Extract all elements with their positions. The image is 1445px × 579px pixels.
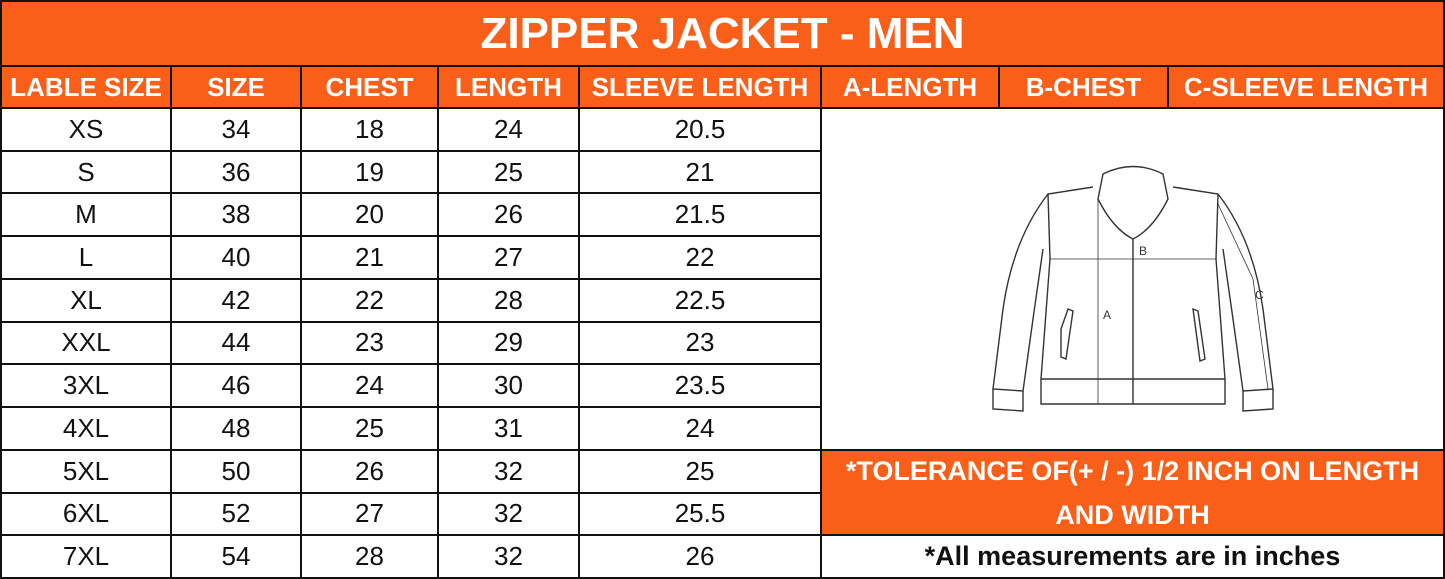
label-b: B <box>1139 244 1147 258</box>
cell-sleeve-length: 23 <box>580 322 820 364</box>
cell-label-size: XL <box>2 279 170 321</box>
cell-size: 44 <box>172 322 300 364</box>
header-sleeve-length: SLEEVE LENGTH <box>580 67 820 107</box>
cell-chest: 18 <box>302 109 437 150</box>
header-b-chest: B-CHEST <box>1000 67 1167 107</box>
cell-sleeve-length: 21 <box>580 151 820 193</box>
label-a: A <box>1103 308 1111 322</box>
cell-chest: 27 <box>302 493 437 535</box>
cell-sleeve-length: 26 <box>580 536 820 577</box>
cell-size: 38 <box>172 194 300 236</box>
cell-label-size: 6XL <box>2 493 170 535</box>
cell-size: 50 <box>172 450 300 492</box>
cell-size: 46 <box>172 365 300 407</box>
cell-chest: 26 <box>302 450 437 492</box>
cell-length: 24 <box>439 109 578 150</box>
cell-label-size: 3XL <box>2 365 170 407</box>
cell-chest: 21 <box>302 237 437 278</box>
cell-size: 42 <box>172 279 300 321</box>
cell-length: 27 <box>439 237 578 278</box>
cell-length: 25 <box>439 151 578 193</box>
header-chest: CHEST <box>302 67 437 107</box>
cell-length: 32 <box>439 493 578 535</box>
cell-sleeve-length: 21.5 <box>580 194 820 236</box>
cell-length: 28 <box>439 279 578 321</box>
cell-sleeve-length: 22.5 <box>580 279 820 321</box>
cell-length: 29 <box>439 322 578 364</box>
measurement-note: *All measurements are in inches <box>822 536 1443 577</box>
cell-label-size: XXL <box>2 322 170 364</box>
cell-size: 34 <box>172 109 300 150</box>
cell-length: 26 <box>439 194 578 236</box>
cell-sleeve-length: 22 <box>580 237 820 278</box>
cell-length: 32 <box>439 450 578 492</box>
cell-size: 40 <box>172 237 300 278</box>
chart-title: ZIPPER JACKET - MEN <box>2 2 1443 65</box>
cell-label-size: M <box>2 194 170 236</box>
cell-sleeve-length: 25 <box>580 450 820 492</box>
cell-label-size: 5XL <box>2 450 170 492</box>
cell-label-size: S <box>2 151 170 193</box>
cell-chest: 20 <box>302 194 437 236</box>
header-c-sleeve-length: C-SLEEVE LENGTH <box>1169 67 1443 107</box>
cell-sleeve-length: 20.5 <box>580 109 820 150</box>
cell-label-size: XS <box>2 109 170 150</box>
cell-chest: 25 <box>302 408 437 449</box>
cell-label-size: 7XL <box>2 536 170 577</box>
tolerance-note: *TOLERANCE OF(+ / -) 1/2 INCH ON LENGTH … <box>822 450 1443 535</box>
jacket-diagram: B A C <box>822 109 1443 449</box>
header-label-size: LABLE SIZE <box>2 67 170 107</box>
cell-length: 32 <box>439 536 578 577</box>
cell-chest: 24 <box>302 365 437 407</box>
cell-chest: 23 <box>302 322 437 364</box>
cell-length: 31 <box>439 408 578 449</box>
label-c: C <box>1255 288 1264 302</box>
cell-label-size: L <box>2 237 170 278</box>
cell-size: 52 <box>172 493 300 535</box>
header-length: LENGTH <box>439 67 578 107</box>
cell-label-size: 4XL <box>2 408 170 449</box>
cell-length: 30 <box>439 365 578 407</box>
cell-size: 48 <box>172 408 300 449</box>
header-size: SIZE <box>172 67 300 107</box>
cell-size: 54 <box>172 536 300 577</box>
header-a-length: A-LENGTH <box>822 67 998 107</box>
cell-chest: 28 <box>302 536 437 577</box>
cell-chest: 22 <box>302 279 437 321</box>
cell-sleeve-length: 23.5 <box>580 365 820 407</box>
cell-sleeve-length: 24 <box>580 408 820 449</box>
jacket-illustration: B A C <box>991 165 1274 412</box>
cell-size: 36 <box>172 151 300 193</box>
cell-chest: 19 <box>302 151 437 193</box>
cell-sleeve-length: 25.5 <box>580 493 820 535</box>
